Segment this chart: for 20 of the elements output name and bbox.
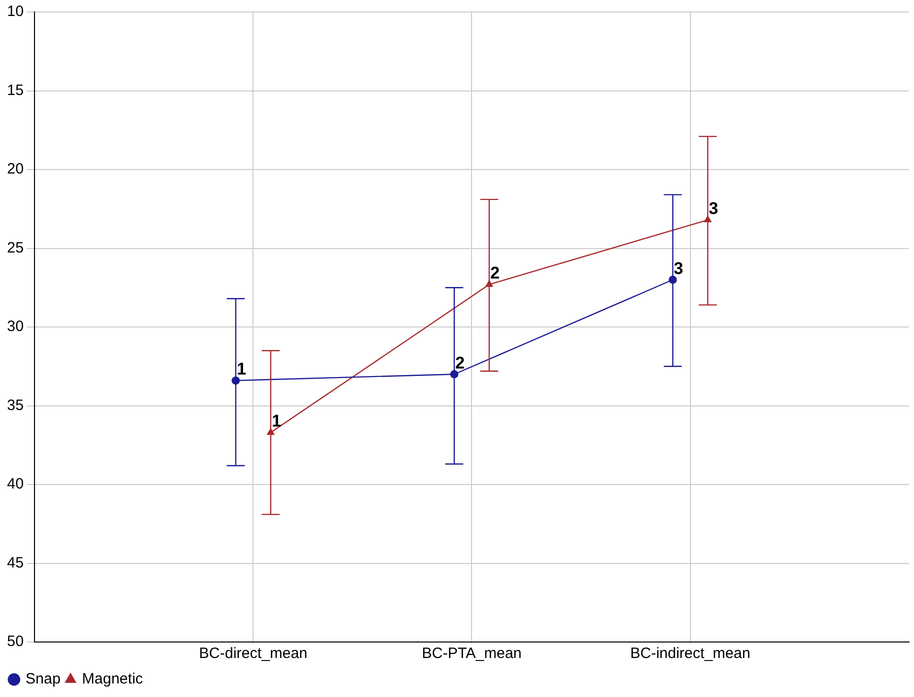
- legend-label: Snap: [26, 670, 61, 688]
- y-tick-label: 15: [6, 82, 24, 99]
- y-tick-label: 30: [6, 318, 24, 336]
- annotation: 3: [708, 199, 718, 218]
- y-tick-label: 20: [6, 160, 24, 178]
- y-tick-label: 10: [6, 3, 24, 20]
- x-tick-label: BC-PTA_mean: [422, 645, 522, 662]
- y-tick-label: 35: [6, 396, 24, 414]
- x-tick-label: BC-indirect_mean: [630, 645, 750, 662]
- y-tick-label: 45: [6, 554, 24, 572]
- annotation: 3: [674, 258, 684, 278]
- annotation: 2: [490, 264, 500, 283]
- legend-label: Magnetic: [82, 670, 144, 688]
- y-tick-label: 25: [6, 239, 24, 256]
- annotation: 1: [236, 360, 246, 379]
- x-tick-label: BC-direct_mean: [199, 645, 308, 662]
- annotation: 2: [455, 353, 465, 372]
- annotation: 1: [272, 412, 282, 431]
- y-tick-label: 40: [6, 476, 24, 493]
- y-tick-label: 50: [6, 633, 24, 650]
